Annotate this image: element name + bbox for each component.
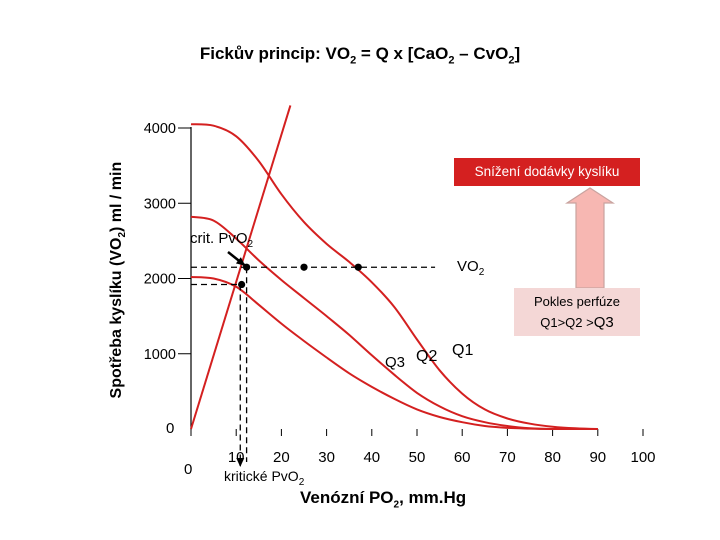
y-tick-label: 1000 — [144, 347, 176, 363]
pokles-line-1: Pokles perfúze — [534, 294, 620, 309]
pokles-perfuze-box: Pokles perfúze Q1>Q2 >Q3 — [514, 288, 640, 336]
x-zero-label: 0 — [184, 461, 193, 478]
x-axis-label: Venózní PO2, mm.Hg — [300, 488, 467, 511]
x-tick-label: 40 — [363, 449, 380, 466]
y-tick-label: 4000 — [144, 121, 176, 137]
x-tick-label: 10 — [228, 449, 245, 466]
critical-pvo2-label: crit. PvO2 — [190, 230, 254, 250]
chart-title: Fickův princip: VO2 = Q x [CaO2 – CvO2] — [199, 44, 521, 67]
x-tick-label: 90 — [589, 449, 606, 466]
data-point — [238, 280, 246, 289]
y-zero-label: 0 — [166, 420, 175, 437]
pokles-line-2: Q1>Q2 >Q3 — [540, 314, 614, 331]
data-point — [354, 263, 362, 271]
x-tick-label: 100 — [630, 449, 655, 466]
q2-label: Q2 — [416, 348, 438, 365]
x-tick-label: 30 — [318, 449, 335, 466]
series-vo2-line — [190, 105, 292, 430]
series-q1-line — [190, 123, 598, 430]
x-tick-label: 20 — [273, 449, 290, 466]
snizeni-dodavky-box: Snížení dodávky kyslíku — [454, 158, 640, 186]
x-tick-label: 70 — [499, 449, 516, 466]
kriticke-pvo2-label: kritické PvO2 — [224, 468, 305, 488]
x-tick-label: 50 — [409, 449, 426, 466]
q1-label: Q1 — [452, 342, 474, 359]
q3-label: Q3 — [385, 354, 406, 371]
crit-arrow — [227, 251, 246, 267]
series-q3-line — [190, 276, 598, 431]
y-tick-label: 2000 — [144, 272, 176, 288]
data-point — [242, 263, 251, 271]
x-tick-label: 60 — [454, 449, 471, 466]
data-point — [300, 263, 308, 271]
y-tick-label: 3000 — [144, 196, 176, 212]
up-arrow-icon — [564, 187, 616, 289]
vo2-label: VO2 — [457, 258, 485, 278]
x-tick-label: 80 — [544, 449, 561, 466]
y-axis-label: Spotřeba kyslíku (VO2) ml / min — [107, 161, 129, 399]
